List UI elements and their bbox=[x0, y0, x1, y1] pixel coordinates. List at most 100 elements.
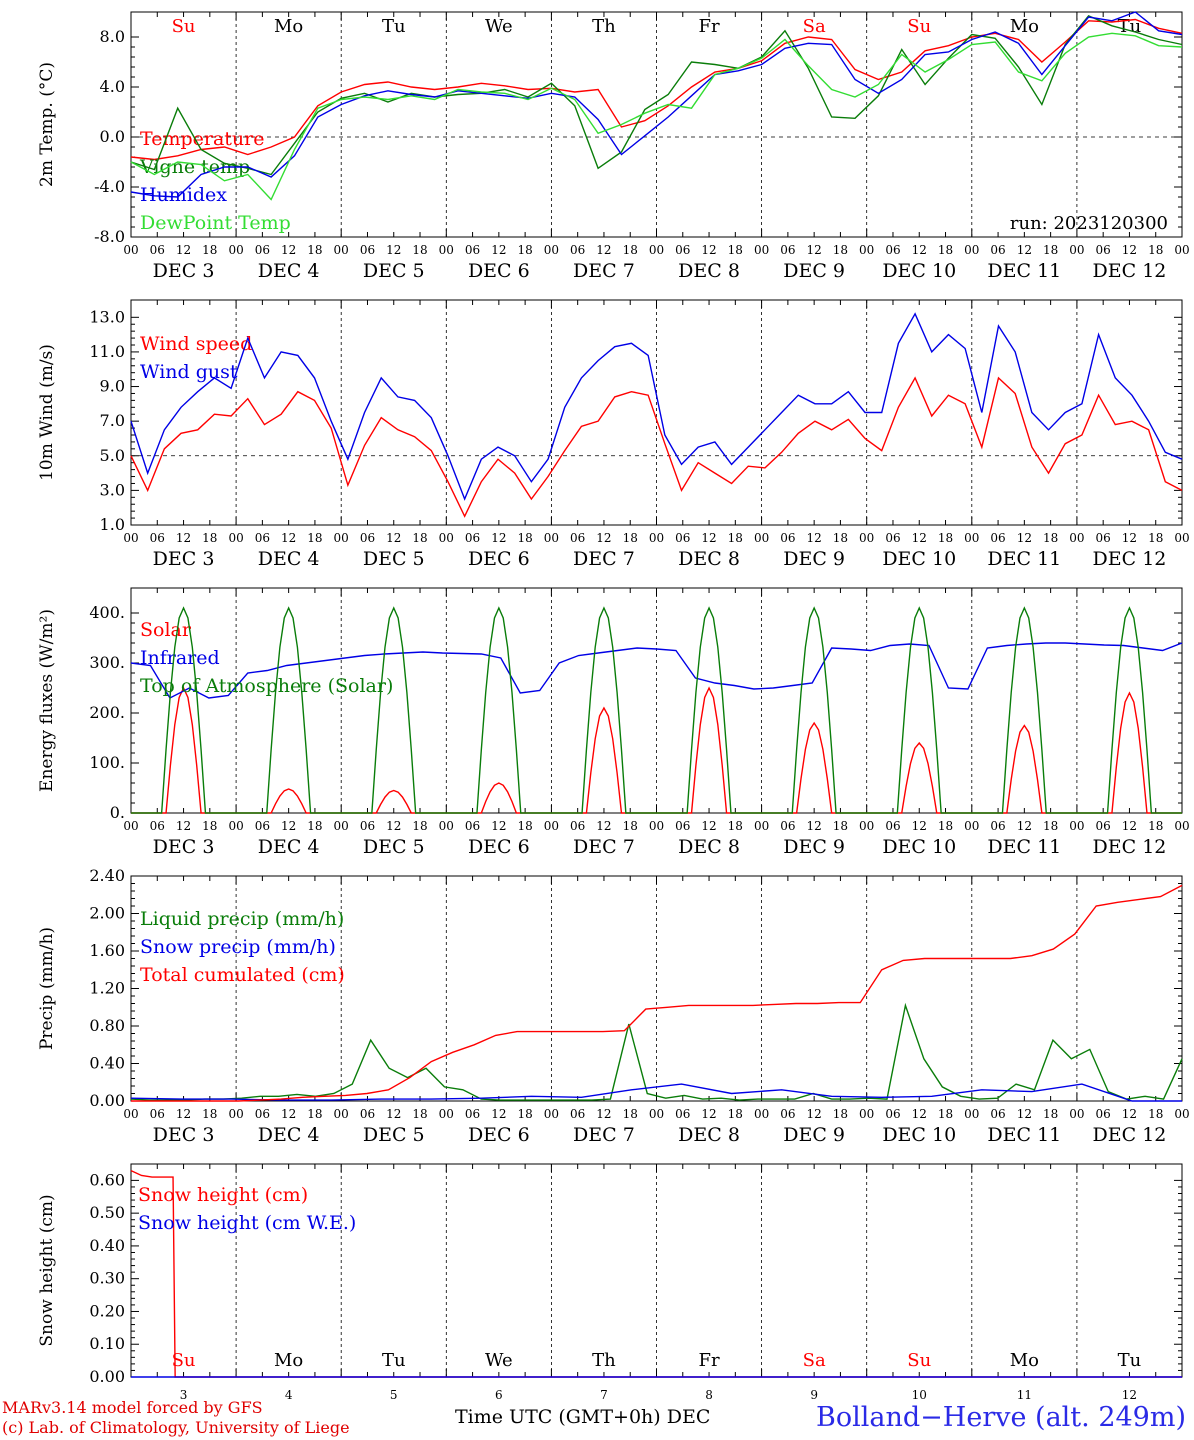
hour-tick-label: 06 bbox=[150, 819, 165, 833]
legend-entry: DewPoint Temp bbox=[140, 212, 291, 234]
hour-tick-label: 00 bbox=[123, 819, 138, 833]
hour-tick-label: 00 bbox=[1069, 243, 1084, 257]
hour-tick-label: 06 bbox=[885, 531, 900, 545]
y-tick-label: 1.0 bbox=[100, 515, 125, 534]
legend-entry: Humidex bbox=[140, 184, 227, 206]
hour-tick-label: 06 bbox=[1096, 819, 1111, 833]
legend-entry: Total cumulated (cm) bbox=[140, 964, 345, 986]
date-label: DEC 4 bbox=[258, 548, 320, 570]
legend-entry: Snow height (cm) bbox=[138, 1184, 308, 1206]
day-number-label: 5 bbox=[390, 1388, 398, 1402]
hour-tick-label: 00 bbox=[754, 1107, 769, 1121]
y-axis-title: Snow height (cm) bbox=[37, 1194, 57, 1346]
hour-tick-label: 06 bbox=[885, 243, 900, 257]
hour-tick-label: 00 bbox=[754, 243, 769, 257]
hour-tick-label: 12 bbox=[596, 531, 611, 545]
date-label: DEC 11 bbox=[987, 260, 1061, 282]
date-label: DEC 9 bbox=[783, 1124, 845, 1146]
hour-tick-label: 00 bbox=[439, 243, 454, 257]
hour-tick-label: 06 bbox=[255, 1107, 270, 1121]
day-name-label: Mo bbox=[1010, 1350, 1039, 1371]
date-label: DEC 3 bbox=[153, 260, 215, 282]
hour-tick-label: 18 bbox=[938, 531, 953, 545]
date-label: DEC 4 bbox=[258, 1124, 320, 1146]
legend-entry: Vigne temp bbox=[139, 156, 250, 178]
hour-tick-label: 06 bbox=[990, 1107, 1005, 1121]
hour-tick-label: 12 bbox=[912, 243, 927, 257]
legend-entry: Infrared bbox=[140, 647, 220, 669]
date-label: DEC 9 bbox=[783, 260, 845, 282]
date-label: DEC 6 bbox=[468, 836, 530, 858]
date-label: DEC 12 bbox=[1093, 836, 1167, 858]
day-name-label: Th bbox=[592, 1350, 616, 1371]
y-tick-label: 0. bbox=[110, 803, 125, 822]
hour-tick-label: 18 bbox=[938, 819, 953, 833]
hour-tick-label: 12 bbox=[491, 1107, 506, 1121]
hour-tick-label: 18 bbox=[623, 1107, 638, 1121]
y-tick-label: 9.0 bbox=[100, 377, 125, 396]
date-label: DEC 5 bbox=[363, 836, 425, 858]
hour-tick-label: 00 bbox=[334, 531, 349, 545]
hour-tick-label: 12 bbox=[807, 243, 822, 257]
hour-tick-label: 00 bbox=[1174, 1107, 1189, 1121]
day-name-label: Su bbox=[172, 16, 196, 37]
hour-tick-label: 18 bbox=[623, 819, 638, 833]
hour-tick-label: 12 bbox=[176, 243, 191, 257]
hour-tick-label: 12 bbox=[281, 243, 296, 257]
series-line-top-of-atmosphere-solar- bbox=[131, 606, 1182, 814]
date-label: DEC 8 bbox=[678, 836, 740, 858]
hour-tick-label: 12 bbox=[386, 243, 401, 257]
date-label: DEC 6 bbox=[468, 260, 530, 282]
date-label: DEC 12 bbox=[1093, 548, 1167, 570]
date-label: DEC 7 bbox=[573, 260, 635, 282]
y-tick-label: 7.0 bbox=[100, 411, 125, 430]
hour-tick-label: 12 bbox=[1122, 819, 1137, 833]
hour-tick-label: 06 bbox=[1096, 243, 1111, 257]
hour-tick-label: 00 bbox=[544, 819, 559, 833]
hour-tick-label: 18 bbox=[1043, 1107, 1058, 1121]
hour-tick-label: 12 bbox=[807, 1107, 822, 1121]
hour-tick-label: 06 bbox=[675, 819, 690, 833]
date-label: DEC 8 bbox=[678, 548, 740, 570]
day-number-label: 11 bbox=[1017, 1388, 1032, 1402]
hour-tick-label: 00 bbox=[228, 531, 243, 545]
y-tick-label: 100. bbox=[89, 753, 125, 772]
hour-tick-label: 06 bbox=[255, 531, 270, 545]
hour-tick-label: 12 bbox=[701, 531, 716, 545]
hour-tick-label: 12 bbox=[596, 1107, 611, 1121]
hour-tick-label: 18 bbox=[1148, 243, 1163, 257]
hour-tick-label: 12 bbox=[807, 819, 822, 833]
legend-entry: Temperature bbox=[140, 128, 264, 150]
hour-tick-label: 12 bbox=[701, 243, 716, 257]
hour-tick-label: 18 bbox=[1148, 1107, 1163, 1121]
hour-tick-label: 18 bbox=[202, 531, 217, 545]
hour-tick-label: 12 bbox=[386, 531, 401, 545]
hour-tick-label: 18 bbox=[307, 243, 322, 257]
hour-tick-label: 12 bbox=[281, 1107, 296, 1121]
date-label: DEC 8 bbox=[678, 260, 740, 282]
day-name-label: Fr bbox=[699, 16, 720, 37]
hour-tick-label: 18 bbox=[412, 819, 427, 833]
hour-tick-label: 18 bbox=[307, 1107, 322, 1121]
hour-tick-label: 00 bbox=[123, 531, 138, 545]
date-label: DEC 7 bbox=[573, 836, 635, 858]
date-label: DEC 4 bbox=[258, 260, 320, 282]
day-number-label: 7 bbox=[600, 1388, 608, 1402]
hour-tick-label: 12 bbox=[176, 531, 191, 545]
hour-tick-label: 18 bbox=[202, 819, 217, 833]
date-label: DEC 11 bbox=[987, 1124, 1061, 1146]
y-tick-label: 400. bbox=[89, 603, 125, 622]
x-axis-title: Time UTC (GMT+0h) DEC bbox=[455, 1406, 710, 1428]
hour-tick-label: 00 bbox=[754, 531, 769, 545]
day-name-label: Tu bbox=[382, 16, 406, 37]
date-label: DEC 5 bbox=[363, 260, 425, 282]
date-label: DEC 11 bbox=[987, 548, 1061, 570]
hour-tick-label: 18 bbox=[938, 243, 953, 257]
y-tick-label: 8.0 bbox=[100, 27, 125, 46]
hour-tick-label: 00 bbox=[964, 243, 979, 257]
day-name-label: We bbox=[485, 16, 513, 37]
hour-tick-label: 18 bbox=[1148, 531, 1163, 545]
hour-tick-label: 12 bbox=[701, 819, 716, 833]
hour-tick-label: 12 bbox=[1017, 819, 1032, 833]
